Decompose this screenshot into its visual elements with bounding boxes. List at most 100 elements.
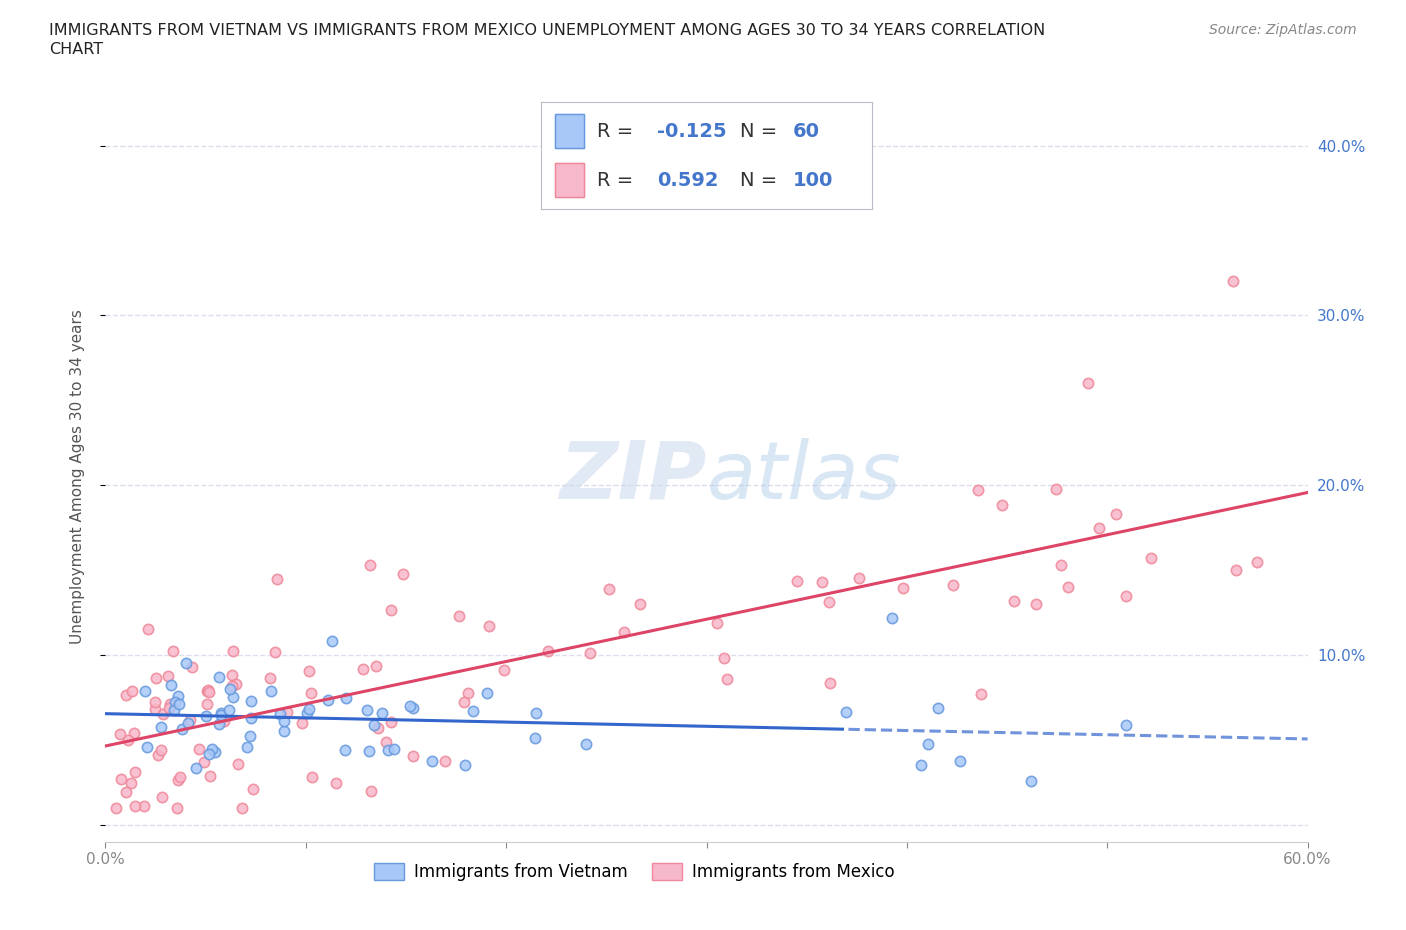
Point (228, 756, 250, 771)
Point (364, 658, 387, 673)
Point (222, 689, 245, 704)
Point (524, 705, 547, 720)
Point (325, 776, 347, 790)
Text: atlas: atlas (707, 438, 901, 515)
Point (457, 685, 479, 700)
Point (454, 758, 477, 773)
Point (197, 697, 219, 711)
Point (179, 712, 201, 727)
Point (478, 618, 501, 633)
Point (143, 694, 166, 709)
Point (706, 616, 728, 631)
Point (184, 760, 207, 775)
Point (149, 720, 172, 735)
Point (222, 644, 245, 658)
Text: IMMIGRANTS FROM VIETNAM VS IMMIGRANTS FROM MEXICO UNEMPLOYMENT AMONG AGES 30 TO : IMMIGRANTS FROM VIETNAM VS IMMIGRANTS FR… (49, 23, 1046, 38)
Point (382, 741, 405, 756)
Point (266, 572, 288, 587)
Point (269, 707, 291, 722)
Point (146, 747, 169, 762)
Point (195, 684, 218, 698)
Point (910, 758, 932, 773)
Point (970, 686, 993, 701)
Point (848, 571, 870, 586)
Point (356, 703, 378, 718)
Point (239, 711, 262, 725)
Point (124, 764, 146, 779)
Point (157, 701, 180, 716)
Point (276, 704, 298, 719)
Text: -0.125: -0.125 (657, 122, 727, 140)
Point (132, 798, 155, 813)
Point (835, 704, 858, 719)
Bar (554, 164, 585, 197)
Point (208, 670, 231, 684)
Point (321, 633, 343, 648)
Point (295, 706, 318, 721)
Point (949, 753, 972, 768)
Point (145, 671, 167, 685)
Point (201, 741, 224, 756)
Point (204, 744, 226, 759)
Point (174, 656, 197, 671)
Point (263, 644, 285, 659)
Point (1105, 507, 1128, 522)
Point (209, 708, 232, 723)
Legend: Immigrants from Vietnam, Immigrants from Mexico: Immigrants from Vietnam, Immigrants from… (367, 857, 901, 888)
Point (163, 702, 186, 717)
Text: N =: N = (740, 171, 783, 190)
Point (221, 679, 243, 694)
Point (198, 684, 221, 699)
Point (115, 784, 138, 799)
Point (360, 784, 382, 799)
Text: 0.592: 0.592 (657, 171, 718, 190)
Point (477, 685, 499, 700)
Point (197, 747, 219, 762)
Point (172, 722, 194, 737)
Point (818, 594, 841, 609)
Point (917, 737, 939, 751)
Point (316, 693, 339, 708)
Point (273, 724, 295, 738)
Point (786, 573, 808, 588)
Point (259, 671, 281, 685)
Point (523, 731, 546, 746)
Point (453, 695, 475, 710)
Point (392, 566, 415, 581)
Point (891, 580, 914, 595)
Point (434, 753, 457, 768)
Point (371, 705, 394, 720)
Point (236, 740, 259, 755)
Point (1050, 557, 1073, 572)
Point (197, 683, 219, 698)
Point (187, 742, 209, 757)
Point (114, 687, 136, 702)
Point (333, 743, 356, 758)
Point (136, 740, 159, 755)
Point (716, 671, 738, 686)
Point (219, 682, 242, 697)
Point (240, 693, 263, 708)
Text: CHART: CHART (49, 42, 103, 57)
Point (377, 743, 399, 758)
Point (273, 714, 295, 729)
Point (353, 662, 375, 677)
Text: ZIP: ZIP (560, 438, 707, 515)
Point (1045, 482, 1067, 497)
Point (124, 799, 146, 814)
Point (105, 800, 128, 815)
Point (169, 770, 191, 785)
Point (942, 578, 965, 592)
Point (367, 720, 389, 735)
Point (117, 733, 139, 748)
Point (811, 575, 834, 590)
Point (149, 742, 172, 757)
Point (927, 700, 949, 715)
Point (1057, 579, 1080, 594)
Point (136, 621, 159, 636)
Point (575, 737, 598, 751)
Point (1002, 593, 1025, 608)
Bar (554, 164, 585, 197)
Point (420, 754, 443, 769)
Point (967, 483, 990, 498)
